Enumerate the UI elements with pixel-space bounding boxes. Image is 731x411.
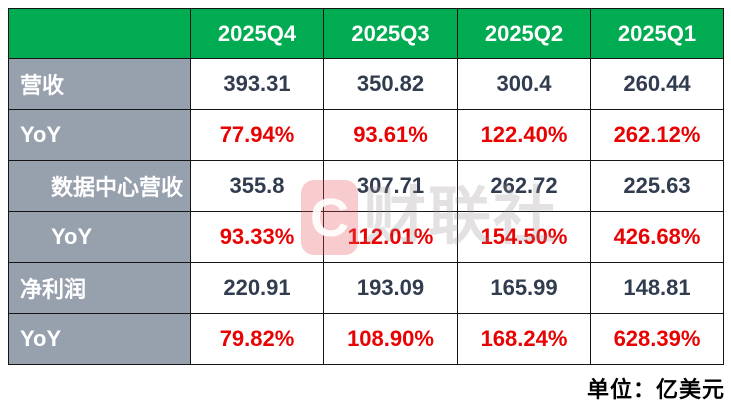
header-2025q1: 2025Q1: [590, 8, 724, 59]
table-row-revenue: 营收 393.31 350.82 300.4 260.44: [8, 58, 724, 110]
cell-netprofit-yoy-q4: 79.82%: [190, 313, 324, 365]
cell-revenue-yoy-q2: 122.40%: [457, 109, 591, 161]
table-row-revenue-yoy: YoY 77.94% 93.61% 122.40% 262.12%: [8, 109, 724, 161]
cell-netprofit-yoy-q3: 108.90%: [323, 313, 458, 365]
cell-netprofit-q2: 165.99: [457, 262, 591, 314]
cell-revenue-q1: 260.44: [590, 58, 724, 110]
cell-revenue-q3: 350.82: [323, 58, 458, 110]
cell-datacenter-yoy-q3: 112.01%: [323, 211, 458, 263]
cell-netprofit-yoy-q2: 168.24%: [457, 313, 591, 365]
cell-revenue-yoy-q3: 93.61%: [323, 109, 458, 161]
header-2025q3: 2025Q3: [323, 8, 458, 59]
table-row-datacenter-yoy: YoY 93.33% 112.01% 154.50% 426.68%: [8, 211, 724, 263]
table-row-netprofit: 净利润 220.91 193.09 165.99 148.81: [8, 262, 724, 314]
header-corner-cell: [8, 8, 191, 59]
cell-datacenter-q1: 225.63: [590, 160, 724, 212]
header-row: 2025Q4 2025Q3 2025Q2 2025Q1: [8, 8, 724, 59]
cell-datacenter-yoy-q1: 426.68%: [590, 211, 724, 263]
row-label-datacenter-revenue: 数据中心营收: [8, 160, 191, 212]
row-label-datacenter-yoy: YoY: [8, 211, 191, 263]
cell-revenue-yoy-q1: 262.12%: [590, 109, 724, 161]
cell-revenue-q4: 393.31: [190, 58, 324, 110]
quarterly-financial-table: 2025Q4 2025Q3 2025Q2 2025Q1 营收 393.31 35…: [8, 8, 724, 365]
cell-datacenter-yoy-q4: 93.33%: [190, 211, 324, 263]
row-label-revenue-yoy: YoY: [8, 109, 191, 161]
header-2025q4: 2025Q4: [190, 8, 324, 59]
table-row-datacenter-revenue: 数据中心营收 355.8 307.71 262.72 225.63: [8, 160, 724, 212]
cell-netprofit-q1: 148.81: [590, 262, 724, 314]
cell-netprofit-yoy-q1: 628.39%: [590, 313, 724, 365]
cell-datacenter-q3: 307.71: [323, 160, 458, 212]
header-2025q2: 2025Q2: [457, 8, 591, 59]
table-row-netprofit-yoy: YoY 79.82% 108.90% 168.24% 628.39%: [8, 313, 724, 365]
cell-netprofit-q4: 220.91: [190, 262, 324, 314]
cell-revenue-q2: 300.4: [457, 58, 591, 110]
cell-revenue-yoy-q4: 77.94%: [190, 109, 324, 161]
row-label-revenue: 营收: [8, 58, 191, 110]
unit-label: 单位：亿美元: [586, 377, 725, 402]
cell-datacenter-yoy-q2: 154.50%: [457, 211, 591, 263]
cell-datacenter-q2: 262.72: [457, 160, 591, 212]
row-label-netprofit: 净利润: [8, 262, 191, 314]
cell-datacenter-q4: 355.8: [190, 160, 324, 212]
row-label-netprofit-yoy: YoY: [8, 313, 191, 365]
cell-netprofit-q3: 193.09: [323, 262, 458, 314]
